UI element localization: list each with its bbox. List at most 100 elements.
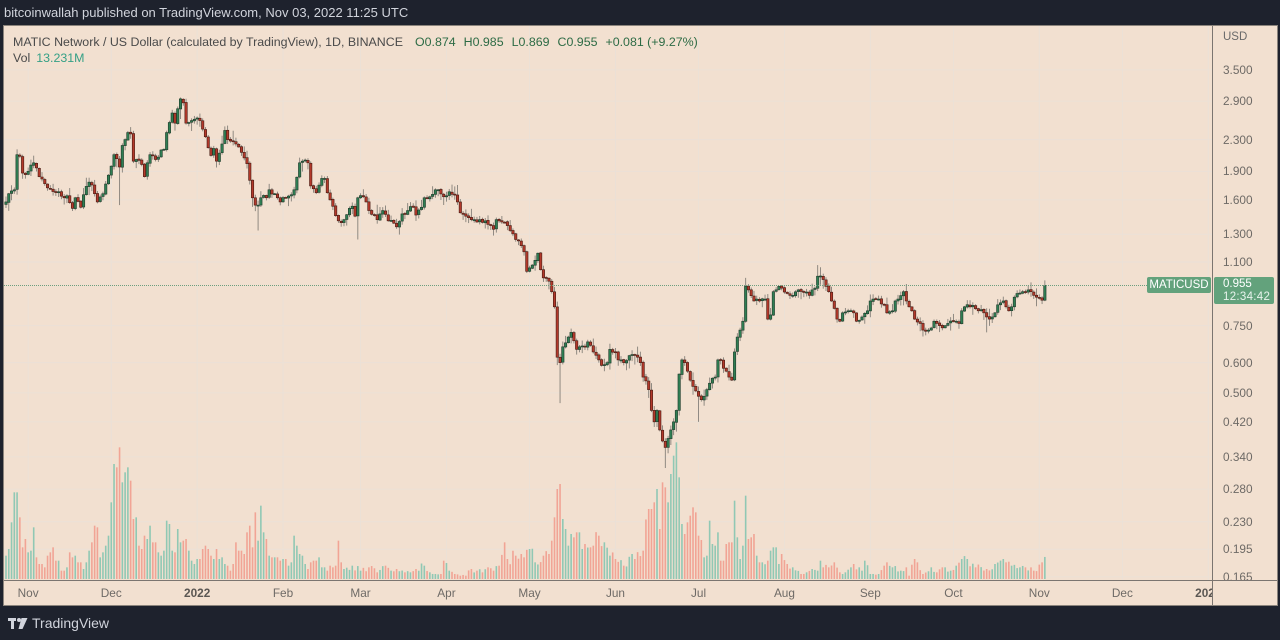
volume-bar: [722, 560, 725, 579]
candle-down: [339, 219, 343, 227]
candle-down: [500, 216, 504, 224]
price-axis[interactable]: USD 3.500 2.900 2.300 1.900 1.600 1.300 1.100 0…: [1212, 26, 1277, 584]
candle-down: [70, 200, 74, 212]
candle-up: [710, 377, 714, 389]
volume-bar: [46, 555, 49, 579]
candle-down: [541, 265, 545, 282]
candle-down: [572, 331, 576, 344]
volume-bar: [888, 565, 891, 579]
candle-down: [21, 154, 25, 179]
candle-up: [996, 299, 1000, 315]
volume-bar: [586, 547, 589, 579]
volume-bar: [43, 567, 46, 579]
chart-pane[interactable]: MATIC Network / US Dollar (calculated by…: [4, 26, 1213, 581]
candle-down: [372, 213, 376, 217]
candle-down: [59, 189, 63, 200]
volume-bar: [107, 535, 110, 579]
candle-up: [965, 300, 969, 309]
candle-up: [65, 194, 69, 204]
volume-bar: [600, 546, 603, 579]
volume-bar: [808, 570, 811, 579]
publisher-bar: bitcoinwallah published on TradingView.c…: [0, 0, 1280, 25]
candle-down: [511, 228, 515, 237]
volume-bar: [750, 537, 752, 579]
candle-down: [90, 180, 94, 192]
price-axis-label: 1.100: [1223, 255, 1253, 270]
volume-bar: [323, 567, 326, 579]
candle-up: [220, 135, 224, 155]
volume-bar: [163, 550, 165, 579]
candle-up: [389, 215, 393, 222]
volume-bar: [988, 570, 991, 579]
volume-bar: [66, 567, 68, 579]
volume-bar: [387, 567, 390, 579]
chart-frame: MATIC Network / US Dollar (calculated by…: [3, 25, 1278, 606]
candle-up: [156, 154, 160, 162]
candle-up: [217, 149, 221, 166]
volume-bar: [617, 561, 620, 579]
candle-down: [1007, 304, 1011, 312]
volume-bar: [897, 571, 899, 579]
volume-bar: [1044, 556, 1046, 579]
tradingview-brand-link[interactable]: TradingView: [8, 615, 109, 631]
candle-down: [838, 318, 842, 323]
volume-bar: [852, 564, 855, 579]
candle-down: [721, 357, 725, 373]
volume-bar: [647, 509, 650, 579]
volume-bar: [869, 574, 872, 579]
volume-bar: [514, 555, 517, 579]
candle-down: [137, 154, 141, 165]
candle-down: [1032, 290, 1036, 299]
candle-up: [580, 340, 584, 354]
volume-bar: [24, 539, 27, 579]
price-axis-label: 0.420: [1223, 414, 1253, 429]
volume-bar: [440, 574, 442, 579]
candle-up: [960, 308, 964, 325]
volume-bar: [312, 560, 315, 579]
candle-up: [165, 130, 169, 152]
candle-down: [550, 279, 554, 294]
time-axis-label: Dec: [100, 586, 122, 600]
candle-up: [846, 308, 850, 314]
candle-up: [300, 159, 304, 172]
volume-bar: [190, 560, 193, 579]
volume-bar: [872, 573, 874, 579]
volume-bar: [409, 572, 412, 579]
candle-up: [735, 333, 739, 355]
volume-bar: [321, 567, 323, 579]
time-axis[interactable]: Nov Dec 2022 Feb Mar Apr May Jun Jul Aug Sep Oct Nov…: [4, 580, 1212, 605]
candle-up: [273, 192, 277, 196]
candle-down: [173, 111, 177, 131]
candle-up: [536, 252, 540, 263]
candle-up: [680, 358, 684, 380]
volume-bar: [301, 555, 304, 579]
candle-up: [317, 182, 321, 194]
candle-up: [12, 187, 16, 194]
volume-bar: [82, 569, 85, 579]
candle-down: [782, 286, 786, 294]
candlestick-chart[interactable]: [4, 26, 1213, 581]
candle-down: [248, 161, 252, 185]
candle-up: [627, 354, 631, 369]
candle-up: [406, 203, 410, 216]
candle-up: [145, 160, 149, 180]
volume-bar: [393, 571, 395, 579]
candle-up: [87, 177, 91, 196]
candle-up: [345, 213, 349, 226]
candle-down: [719, 358, 723, 365]
candle-up: [82, 188, 86, 210]
candle-down: [79, 200, 83, 209]
volume-bar: [830, 565, 833, 579]
volume-bar: [891, 567, 894, 579]
volume-bar: [675, 442, 678, 579]
candle-down: [442, 192, 446, 206]
candle-up: [926, 328, 930, 334]
volume-bar: [284, 559, 287, 579]
volume-bar: [899, 570, 902, 579]
volume-bar: [406, 571, 409, 579]
candle-down: [611, 347, 615, 355]
candle-down: [201, 118, 205, 132]
volume-bar: [855, 569, 858, 579]
candle-up: [602, 358, 606, 372]
volume-bar: [143, 535, 146, 579]
